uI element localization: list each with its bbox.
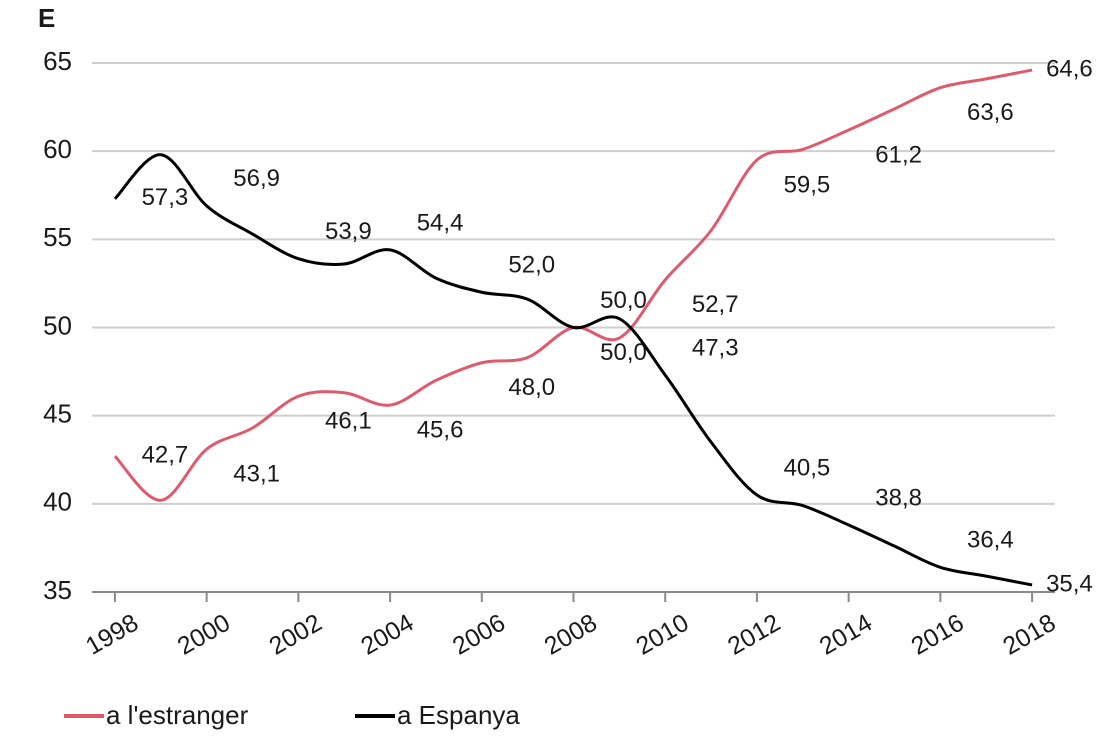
data-label: 54,4 — [417, 209, 464, 236]
data-label: 57,3 — [142, 184, 189, 211]
x-tick-label: 2004 — [356, 609, 418, 661]
x-tick-label: 2000 — [173, 609, 235, 661]
data-label: 35,4 — [1046, 570, 1093, 597]
y-tick-label: 45 — [43, 399, 72, 429]
data-label: 42,7 — [142, 442, 189, 469]
x-tick-label: 2010 — [631, 609, 693, 661]
x-tick-label: 2012 — [723, 609, 785, 661]
x-tick-label: 2002 — [264, 609, 326, 661]
data-label: 45,6 — [417, 416, 464, 443]
data-label: 61,2 — [875, 141, 922, 168]
data-label: 48,0 — [508, 374, 555, 401]
y-tick-label: 50 — [43, 310, 72, 340]
x-tick-label: 2006 — [448, 609, 510, 661]
chart-title: E — [38, 3, 55, 33]
line-series — [113, 153, 1033, 587]
data-label: 50,0 — [600, 339, 647, 366]
y-tick-label: 65 — [43, 46, 72, 76]
y-tick-label: 55 — [43, 222, 72, 252]
data-label: 52,7 — [692, 291, 739, 318]
data-label: 59,5 — [784, 171, 831, 198]
y-tick-label: 60 — [43, 134, 72, 164]
data-label: 50,0 — [600, 287, 647, 314]
x-tick-label: 1998 — [81, 609, 143, 661]
data-label: 43,1 — [233, 461, 280, 488]
data-label: 53,9 — [325, 218, 372, 245]
data-label: 40,5 — [784, 454, 831, 481]
line-series — [113, 68, 1033, 502]
y-tick-label: 35 — [43, 575, 72, 605]
y-tick-label: 40 — [43, 487, 72, 517]
legend-label: a Espanya — [397, 700, 520, 730]
data-label: 64,6 — [1046, 55, 1093, 82]
x-tick-label: 2008 — [540, 609, 602, 661]
data-label: 38,8 — [875, 484, 922, 511]
data-label: 47,3 — [692, 334, 739, 361]
x-tick-label: 2018 — [998, 609, 1060, 661]
x-tick-label: 2016 — [906, 609, 968, 661]
data-label: 36,4 — [967, 527, 1014, 554]
data-label: 52,0 — [508, 252, 555, 279]
legend-label: a l'estranger — [106, 700, 249, 730]
x-tick-label: 2014 — [815, 609, 877, 661]
data-label: 63,6 — [967, 99, 1014, 126]
data-label: 56,9 — [233, 165, 280, 192]
data-label: 46,1 — [325, 408, 372, 435]
